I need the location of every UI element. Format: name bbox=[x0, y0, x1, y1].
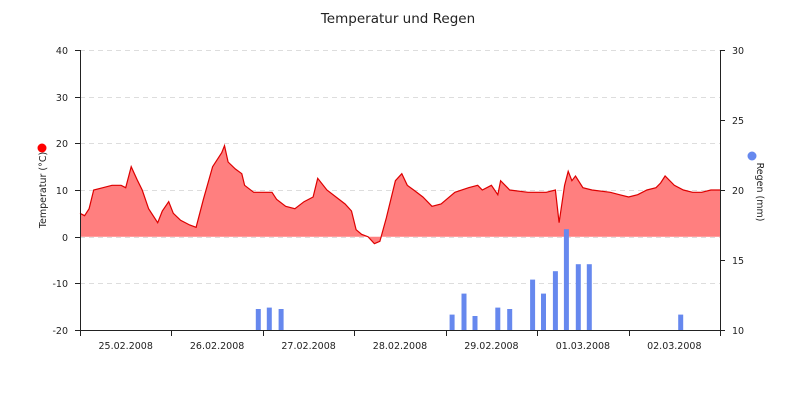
x-tick-label: 02.03.2008 bbox=[647, 341, 701, 352]
y-left-tick-label: -20 bbox=[52, 326, 68, 337]
y-left-title-group: Temperatur (°C) bbox=[37, 143, 49, 229]
y-right-tick-label: 10 bbox=[732, 326, 744, 337]
y-right-tick-label: 30 bbox=[732, 46, 744, 57]
y-right-tick-label: 15 bbox=[732, 256, 744, 267]
rain-bar bbox=[449, 314, 455, 330]
y-left-tick-label: 40 bbox=[56, 46, 68, 57]
x-tick-label: 28.02.2008 bbox=[373, 341, 427, 352]
rain-bar bbox=[461, 293, 467, 330]
rain-bars bbox=[255, 229, 684, 330]
x-tick-label: 27.02.2008 bbox=[281, 341, 335, 352]
rain-bar bbox=[678, 314, 684, 330]
rain-bar bbox=[541, 293, 546, 330]
rain-bar bbox=[507, 309, 513, 330]
y-left-title: Temperatur (°C) bbox=[38, 152, 49, 229]
y-left-tick-label: -10 bbox=[52, 279, 68, 290]
y-right-tick-label: 20 bbox=[732, 186, 744, 197]
x-tick-label: 01.03.2008 bbox=[556, 341, 610, 352]
y-left-tick-label: 0 bbox=[62, 233, 68, 244]
rain-bar bbox=[255, 309, 261, 330]
chart-title: Temperatur und Regen bbox=[320, 11, 475, 27]
y-left-tick-label: 30 bbox=[56, 93, 68, 104]
rain-legend-marker bbox=[747, 151, 757, 161]
y-right-title: Regen (mm) bbox=[754, 163, 765, 222]
axes: -20 -10 0 10 20 30 40 10 15 20 25 30 25.02.2008 26.02… bbox=[52, 46, 744, 352]
y-right-title-group: Regen (mm) bbox=[747, 151, 765, 222]
x-tick-label: 29.02.2008 bbox=[464, 341, 518, 352]
rain-bar bbox=[266, 307, 272, 330]
rain-bar bbox=[278, 309, 284, 330]
temperature-area bbox=[79, 143, 720, 245]
temperature-area-fill bbox=[80, 145, 720, 244]
y-left-tick-label: 20 bbox=[56, 139, 68, 150]
rain-bar bbox=[575, 264, 581, 330]
rain-bar bbox=[552, 271, 558, 330]
gridlines bbox=[80, 50, 720, 284]
rain-bar bbox=[495, 307, 501, 330]
y-right-tick-label: 25 bbox=[732, 116, 744, 127]
y-left-tick-label: 10 bbox=[56, 186, 68, 197]
rain-bar bbox=[586, 264, 592, 330]
temperature-line bbox=[79, 143, 720, 245]
rain-bar bbox=[530, 279, 536, 330]
x-tick-label: 25.02.2008 bbox=[98, 341, 152, 352]
x-tick-label: 26.02.2008 bbox=[190, 341, 244, 352]
temperature-legend-marker bbox=[37, 143, 47, 153]
rain-bar bbox=[563, 229, 569, 330]
rain-bar bbox=[472, 316, 478, 330]
